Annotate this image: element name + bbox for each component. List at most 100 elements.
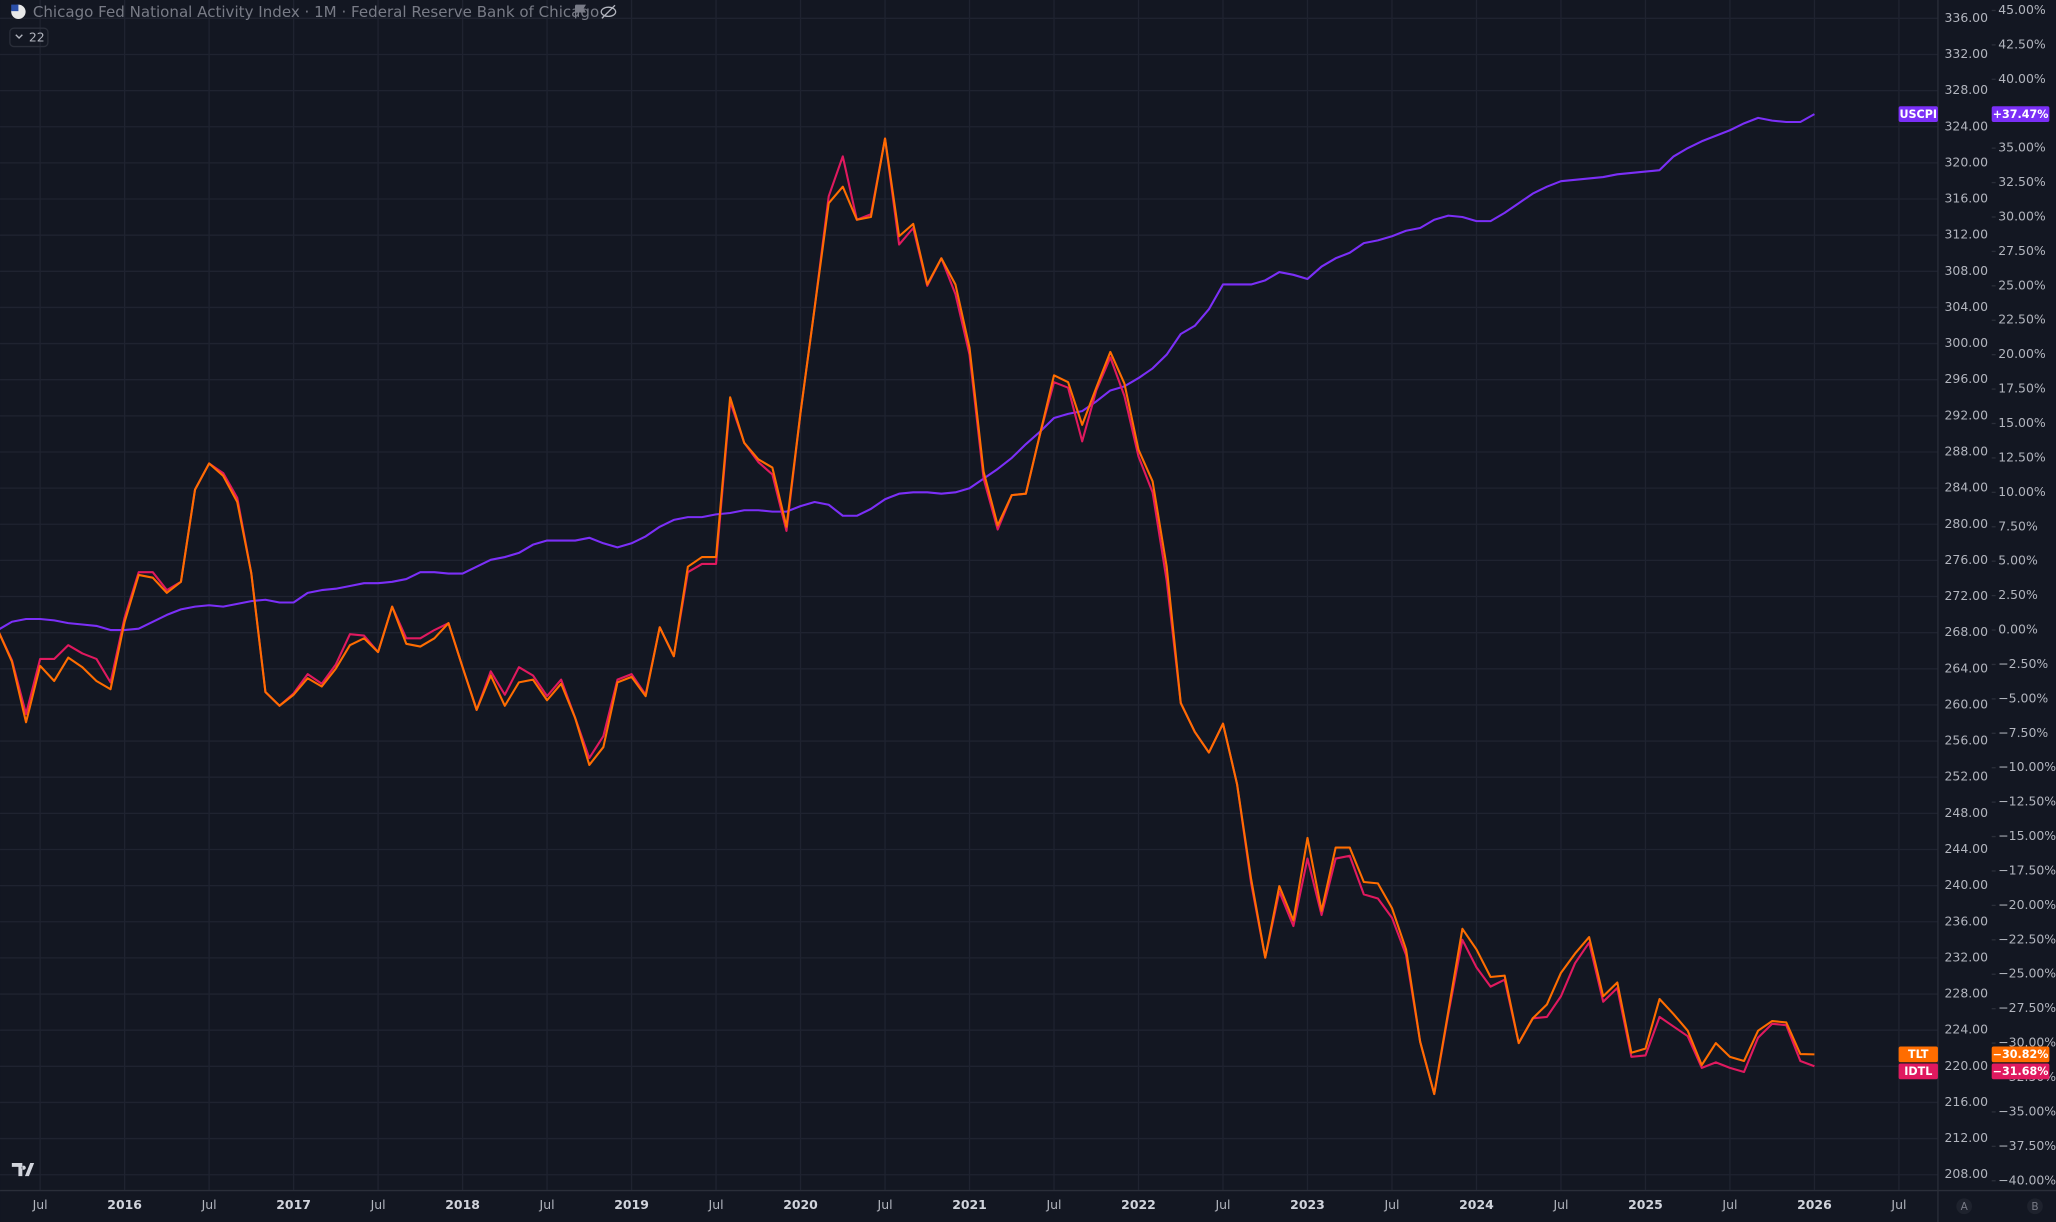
x-tick-label: Jul [539,1197,555,1212]
y2-tick-label: 236.00 [1945,913,1989,928]
y2-tick-label: 212.00 [1945,1130,1989,1145]
header: Chicago Fed National Activity Index · 1M… [9,3,617,48]
y-tick-label: −20.00% [1998,897,2056,912]
b-button[interactable]: B [2031,1201,2038,1213]
value-tag-bg [1991,1046,2050,1063]
y2-tick-label: 228.00 [1945,986,1989,1001]
y-tick-label: 22.50% [1998,312,2046,327]
x-tick-label: 2018 [445,1197,480,1212]
y2-tick-label: 328.00 [1945,82,1989,97]
value-tag: −31.68% [1993,1065,2049,1078]
x-tick-label: Jul [877,1197,893,1212]
y-tick-label: −10.00% [1998,759,2056,774]
y2-tick-label: 256.00 [1945,733,1989,748]
y-tick-label: −22.50% [1998,931,2056,946]
y-tick-label: 45.00% [1998,2,2046,17]
y2-tick-label: 220.00 [1945,1058,1989,1073]
y-tick-label: −27.50% [1998,1000,2056,1015]
x-tick-label: 2019 [614,1197,649,1212]
y2-tick-label: 240.00 [1945,877,1989,892]
x-tick-label: 2022 [1121,1197,1156,1212]
y-tick-label: 2.50% [1998,587,2038,602]
x-tick-label: Jul [708,1197,724,1212]
y2-tick-label: 300.00 [1945,335,1989,350]
x-tick-label: 2020 [783,1197,818,1212]
y2-tick-label: 308.00 [1945,263,1989,278]
y-tick-label: −25.00% [1998,966,2056,981]
y-tick-label: −2.50% [1998,656,2048,671]
y-tick-label: 15.00% [1998,415,2046,430]
tags: +37.47% USCPI −30.82% TLT −31.68% IDTL [1898,106,2050,1080]
x-tick-label: 2026 [1797,1197,1832,1212]
legend-tag-bg [1898,106,1938,123]
y2-tick-label: 248.00 [1945,805,1989,820]
series-line [0,137,1815,1096]
visibility-slash [601,4,616,19]
x-tick-label: 2016 [107,1197,142,1212]
x-tick-label: 2024 [1459,1197,1494,1212]
y2-tick-label: 232.00 [1945,949,1989,964]
y2-tick-label: 292.00 [1945,407,1989,422]
y-tick-label: 5.00% [1998,553,2038,568]
chevron [15,34,23,39]
x-tick-label: Jul [1046,1197,1062,1212]
y-tick-label: −17.50% [1998,862,2056,877]
y-tick-label: 25.00% [1998,277,2046,292]
value-tag: −30.82% [1993,1048,2049,1061]
auto-button[interactable]: A [1961,1201,1969,1213]
y-tick-label: −37.50% [1998,1138,2056,1153]
x-tick-label: 2023 [1290,1197,1325,1212]
y-tick-label: 27.50% [1998,243,2046,258]
button-bg[interactable] [1956,1198,1973,1215]
y2-tick-label: 244.00 [1945,841,1989,856]
corner-buttons: A B [1956,1198,2043,1215]
axes: 336.00 332.00 328.00 324.00 320.00 316.00 312.… [32,2,2056,1212]
y-tick-label: −35.00% [1998,1103,2056,1118]
y-tick-label: −30.00% [1998,1035,2056,1050]
flag-canton [11,4,19,12]
x-tick-label: 2021 [952,1197,987,1212]
y2-tick-label: 312.00 [1945,227,1989,242]
button-bg[interactable] [2027,1198,2043,1215]
y2-tick-label: 316.00 [1945,191,1989,206]
legend-tag: IDTL [1904,1065,1932,1078]
y2-tick-label: 288.00 [1945,443,1989,458]
x-tick-label: Jul [1214,1197,1230,1212]
flag-button[interactable] [574,4,586,19]
visibility-icon[interactable] [600,6,617,18]
y2-tick-label: 332.00 [1945,46,1989,61]
y2-tick-label: 304.00 [1945,299,1989,314]
y2-tick-label: 324.00 [1945,118,1989,133]
value-tag: +37.47% [1993,108,2049,121]
x-tick-label: Jul [32,1197,48,1212]
indicators-toggle[interactable] [9,27,49,48]
y-tick-label: 40.00% [1998,71,2046,86]
indicator-count: 22 [29,30,45,45]
y-tick-label: 12.50% [1998,449,2046,464]
y2-tick-label: 320.00 [1945,154,1989,169]
y2-tick-label: 280.00 [1945,516,1989,531]
y2-tick-label: 208.00 [1945,1166,1989,1181]
lines [0,113,1815,1096]
x-tick-label: Jul [1721,1197,1737,1212]
y2-tick-label: 260.00 [1945,696,1989,711]
y2-tick-label: 264.00 [1945,660,1989,675]
x-tick-label: Jul [370,1197,386,1212]
logo [11,1162,35,1177]
value-tag-bg [1991,106,2050,123]
value-tag-bg [1991,1063,2050,1080]
y-tick-label: −40.00% [1998,1172,2056,1187]
y2-tick-label: 272.00 [1945,588,1989,603]
y-tick-label: −12.50% [1998,794,2056,809]
y-tick-label: 10.00% [1998,484,2046,499]
y2-tick-label: 284.00 [1945,480,1989,495]
y-tick-label: 17.50% [1998,381,2046,396]
y2-tick-label: 216.00 [1945,1094,1989,1109]
x-tick-label: 2017 [276,1197,311,1212]
legend-tag: USCPI [1900,108,1938,121]
legend-tag-bg [1898,1046,1938,1063]
y-tick-label: 30.00% [1998,208,2046,223]
x-tick-label: Jul [1383,1197,1399,1212]
series-line [0,113,1815,632]
